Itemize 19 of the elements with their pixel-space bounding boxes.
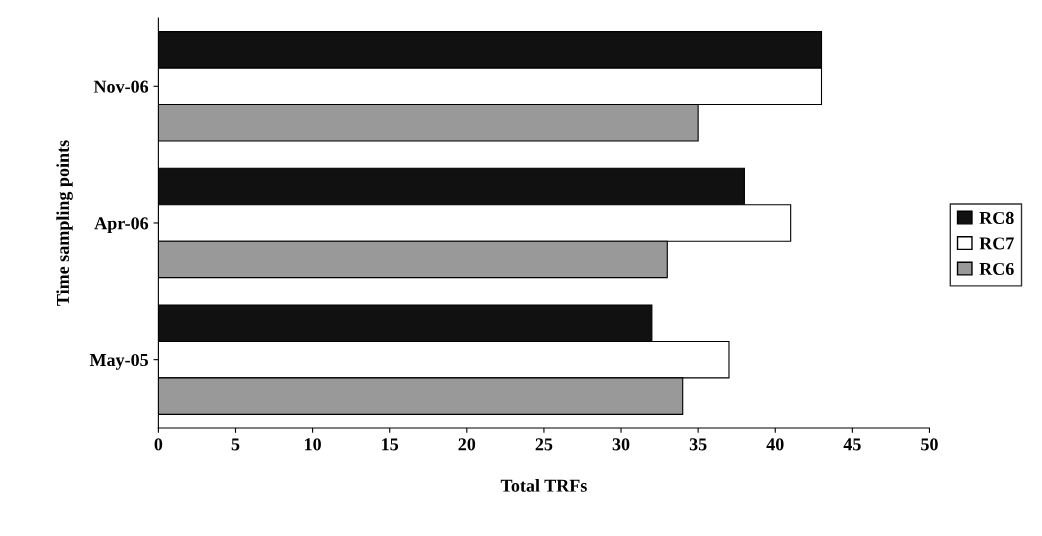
x-tick-label: 40	[766, 438, 784, 451]
x-tick-label: 0	[154, 438, 163, 451]
x-axis-title: Total TRFs	[500, 479, 587, 492]
x-tick-label: 15	[382, 438, 399, 451]
x-tick-label: 50	[921, 438, 938, 451]
x-tick-label: 5	[231, 438, 240, 451]
legend-label: RC6	[979, 262, 1014, 276]
y-axis-title: Time sampling points	[56, 140, 73, 306]
x-tick-label: 10	[305, 438, 321, 451]
y-tick-label: May-05	[89, 353, 148, 370]
legend-label: RC8	[979, 211, 1014, 225]
x-tick-label: 45	[843, 438, 861, 451]
y-tick-label: Nov-06	[93, 80, 149, 93]
x-tick-label: 35	[689, 438, 707, 451]
x-tick-label: 25	[535, 438, 553, 451]
y-tick-label: Apr-06	[94, 217, 149, 234]
x-tick-label: 20	[458, 438, 476, 451]
x-tick-label: 30	[612, 438, 630, 451]
legend-label: RC7	[979, 237, 1014, 250]
